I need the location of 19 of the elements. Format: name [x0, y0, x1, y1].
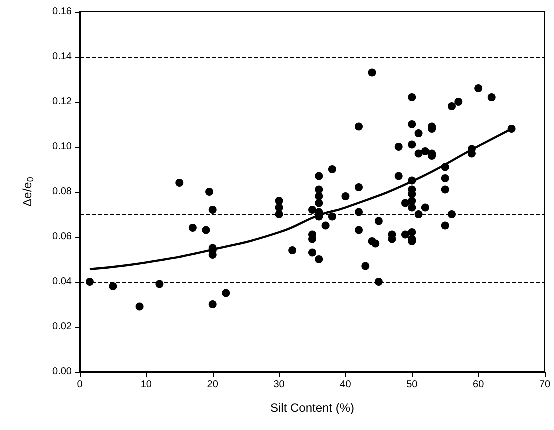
x-tick-label: 50 — [406, 380, 418, 390]
x-tick-label: 0 — [77, 380, 84, 390]
y-tick-label: 0.06 — [52, 232, 72, 242]
x-tick-label: 30 — [274, 380, 286, 390]
y-tick-label: 0.02 — [52, 322, 72, 332]
x-tick-label: 70 — [539, 380, 551, 390]
x-axis-title: Silt Content (%) — [270, 401, 355, 415]
y-tick-label: 0.16 — [52, 6, 72, 18]
y-tick-label: 0.00 — [52, 366, 72, 378]
x-tick-label: 20 — [207, 380, 219, 390]
y-tick-label: 0.12 — [52, 96, 72, 108]
y-axis-title: Δe/e0 — [20, 177, 36, 207]
x-tick-label: 10 — [140, 380, 152, 390]
x-tick-label: 40 — [340, 380, 352, 390]
x-tick-label: 60 — [473, 380, 485, 390]
y-tick-label: 0.10 — [52, 142, 72, 152]
y-tick-label: 0.04 — [52, 276, 72, 288]
y-tick-label: 0.08 — [52, 186, 72, 198]
y-tick-label: 0.14 — [52, 52, 72, 62]
